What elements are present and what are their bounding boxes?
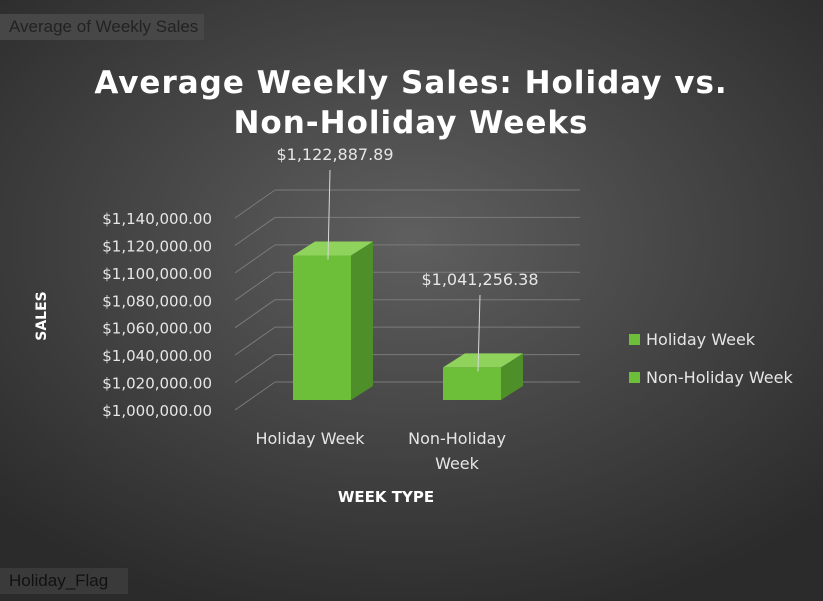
bar-side <box>351 241 373 400</box>
y-tick-label: $1,140,000.00 <box>102 210 212 228</box>
bar-front <box>293 255 351 400</box>
y-tick-label: $1,080,000.00 <box>102 292 212 310</box>
legend-swatch <box>629 372 640 383</box>
bar-side <box>501 353 523 400</box>
gridlines <box>234 189 580 411</box>
legend-entry: Holiday Week <box>646 330 756 349</box>
gridline-depth <box>234 217 276 246</box>
bar-front <box>443 367 501 400</box>
legend: Holiday Week Non-Holiday Week <box>629 330 793 387</box>
gridline-depth <box>234 189 276 219</box>
bar-top <box>443 353 523 368</box>
gridline-depth <box>234 326 276 356</box>
bar-1: $1,122,887.89 <box>276 145 394 400</box>
y-tick-label: $1,120,000.00 <box>102 237 212 255</box>
axis-field-button[interactable]: Holiday_Flag <box>0 568 129 594</box>
y-tick-label: $1,060,000.00 <box>102 320 212 338</box>
chart-title-line: Average Weekly Sales: Holiday vs. <box>94 65 727 101</box>
data-label: $1,122,887.89 <box>276 145 393 164</box>
gridline-depth <box>234 271 276 301</box>
y-axis-ticks: $1,000,000.00 $1,020,000.00 $1,040,000.00 $… <box>102 210 212 420</box>
y-tick-label: $1,000,000.00 <box>102 402 212 420</box>
data-label: $1,041,256.38 <box>421 270 538 289</box>
y-axis-title: SALES <box>34 291 50 341</box>
chart-title: Average Weekly Sales: Holiday vs. Non-Hol… <box>94 65 727 141</box>
bars: $1,122,887.89 $1,041,256.38 <box>276 145 539 400</box>
gridline-depth <box>234 244 276 274</box>
y-tick-label: $1,040,000.00 <box>102 347 212 365</box>
legend-swatch <box>629 334 640 345</box>
data-label-leader <box>327 169 331 260</box>
gridline-depth <box>234 299 276 329</box>
gridline-depth <box>234 381 276 411</box>
bar-top <box>293 241 373 256</box>
x-axis-title: WEEK TYPE <box>338 488 434 506</box>
data-label-leader <box>477 294 481 372</box>
bar-2: $1,041,256.38 <box>421 270 539 400</box>
y-tick-label: $1,100,000.00 <box>102 265 212 283</box>
x-tick-label: Week <box>435 454 480 473</box>
legend-entry: Non-Holiday Week <box>646 368 793 387</box>
x-axis-ticks: Holiday Week Non-Holiday Week <box>255 429 505 473</box>
y-tick-label: $1,020,000.00 <box>102 375 212 393</box>
x-tick-label: Non-Holiday <box>408 429 506 448</box>
x-tick-label: Holiday Week <box>255 429 365 448</box>
chart-title-line: Non-Holiday Weeks <box>233 105 588 141</box>
values-field-button[interactable]: Average of Weekly Sales <box>0 14 205 40</box>
gridline-depth <box>234 354 276 383</box>
